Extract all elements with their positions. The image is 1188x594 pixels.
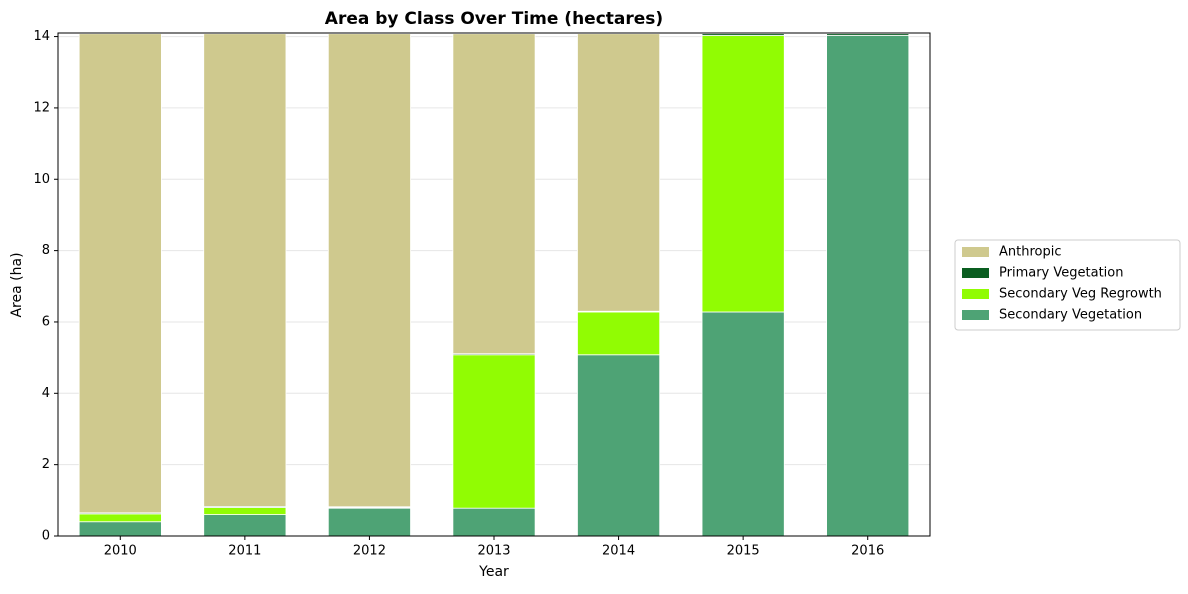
x-tick-label: 2015 bbox=[727, 544, 760, 559]
y-tick-label: 6 bbox=[42, 314, 50, 329]
bar-segment bbox=[327, 33, 411, 508]
bar-segment bbox=[577, 354, 661, 537]
bar-segment bbox=[452, 507, 536, 537]
bar-segment bbox=[826, 35, 910, 537]
bar-segment bbox=[701, 35, 785, 313]
bar-segment bbox=[577, 33, 661, 312]
y-axis-label: Area (ha) bbox=[9, 252, 25, 317]
bar-segment bbox=[203, 33, 287, 507]
bars bbox=[78, 33, 910, 537]
legend-label: Secondary Vegetation bbox=[999, 308, 1142, 323]
bar-segment bbox=[452, 354, 536, 509]
legend-swatch bbox=[962, 268, 989, 278]
x-tick-label: 2014 bbox=[602, 544, 635, 559]
legend-label: Anthropic bbox=[999, 245, 1062, 260]
x-axis-label: Year bbox=[478, 564, 509, 580]
bar-segment bbox=[701, 33, 785, 36]
y-tick-label: 8 bbox=[42, 243, 50, 258]
y-tick-label: 10 bbox=[33, 172, 50, 187]
y-tick-label: 12 bbox=[33, 100, 50, 115]
y-tick-label: 2 bbox=[42, 457, 50, 472]
bar-segment bbox=[203, 514, 287, 537]
legend-swatch bbox=[962, 247, 989, 257]
legend-label: Primary Vegetation bbox=[999, 266, 1123, 281]
x-tick-label: 2016 bbox=[851, 544, 884, 559]
bar-segment bbox=[78, 33, 162, 514]
legend-swatch bbox=[962, 310, 989, 320]
legend-label: Secondary Veg Regrowth bbox=[999, 287, 1162, 302]
bar-segment bbox=[452, 33, 536, 355]
y-tick-label: 4 bbox=[42, 386, 50, 401]
x-tick-label: 2012 bbox=[353, 544, 386, 559]
bar-segment bbox=[826, 33, 910, 36]
x-tick-label: 2013 bbox=[477, 544, 510, 559]
y-tick-label: 0 bbox=[42, 529, 50, 544]
bar-segment bbox=[701, 311, 785, 537]
bar-segment bbox=[203, 507, 287, 515]
legend-box bbox=[954, 239, 1181, 331]
legend-swatch bbox=[962, 289, 989, 299]
x-tick-label: 2011 bbox=[228, 544, 261, 559]
bar-segment bbox=[78, 521, 162, 537]
bar-segment bbox=[577, 311, 661, 356]
chart-title: Area by Class Over Time (hectares) bbox=[325, 9, 663, 29]
bar-segment bbox=[327, 507, 411, 537]
x-tick-label: 2010 bbox=[104, 544, 137, 559]
y-tick-label: 14 bbox=[33, 29, 50, 44]
bar-segment bbox=[78, 513, 162, 523]
